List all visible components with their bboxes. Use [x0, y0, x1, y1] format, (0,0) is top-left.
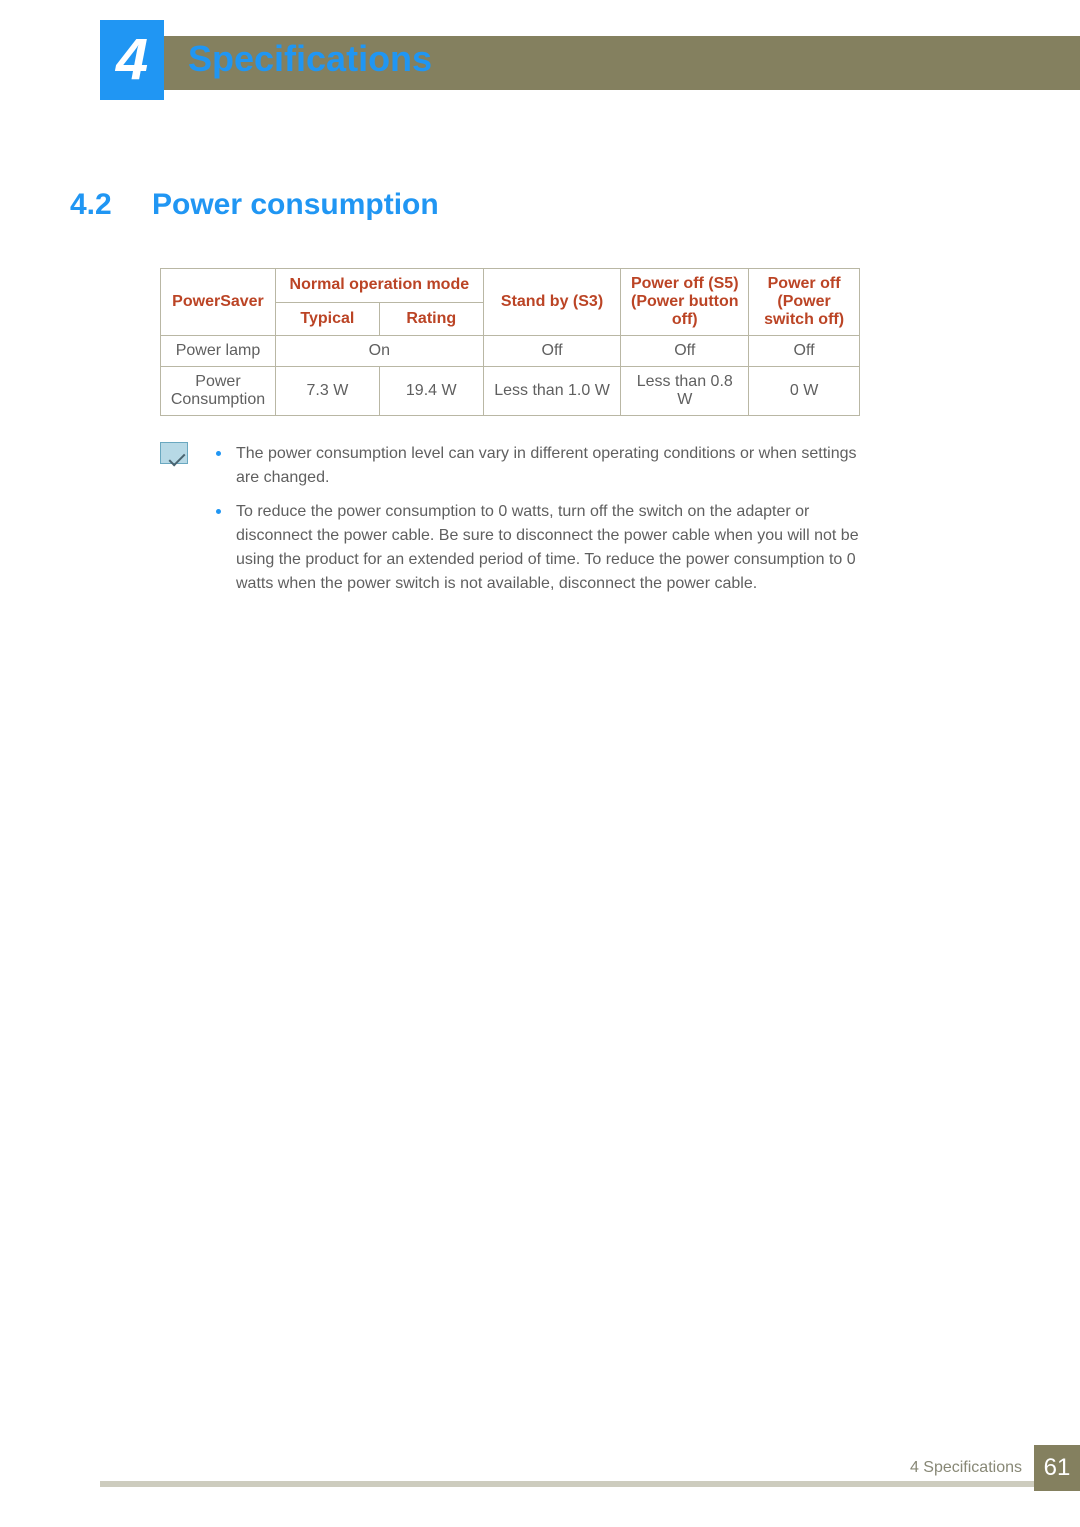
page: 4 Specifications 4.2 Power consumption P… — [0, 0, 1080, 1527]
th-rating: Rating — [379, 302, 483, 336]
cell-normal: On — [275, 336, 483, 367]
note-text: The power consumption level can vary in … — [236, 445, 857, 486]
note-text: To reduce the power consumption to 0 wat… — [236, 503, 859, 592]
th-power-off-sw: Power off (Power switch off) — [749, 269, 860, 336]
bullet-icon — [216, 509, 221, 514]
th-s5-l1: Power off (S5) — [631, 275, 739, 292]
cell-s5: Less than 0.8 W — [621, 367, 749, 416]
bullet-icon — [216, 451, 221, 456]
th-powersaver: PowerSaver — [161, 269, 276, 336]
note-block: The power consumption level can vary in … — [160, 442, 860, 606]
chapter-badge: 4 — [100, 20, 164, 100]
chapter-title: Specifications — [188, 38, 432, 80]
cell-sw: Off — [749, 336, 860, 367]
th-sw-l2: (Power switch off) — [764, 293, 844, 328]
cell-label: Power lamp — [161, 336, 276, 367]
cell-standby: Off — [483, 336, 621, 367]
note-item: The power consumption level can vary in … — [216, 442, 860, 490]
th-standby: Stand by (S3) — [483, 269, 621, 336]
cell-s5: Off — [621, 336, 749, 367]
note-icon — [160, 442, 188, 464]
footer-bar — [100, 1481, 1080, 1487]
table-row: Power lamp On Off Off Off — [161, 336, 860, 367]
th-normal-op: Normal operation mode — [275, 269, 483, 303]
th-s5-l2: (Power button off) — [631, 293, 739, 328]
section-number: 4.2 — [70, 188, 112, 222]
th-typical: Typical — [275, 302, 379, 336]
th-sw-l1: Power off — [768, 275, 841, 292]
footer-text: 4 Specifications — [910, 1459, 1022, 1477]
note-list: The power consumption level can vary in … — [216, 442, 860, 606]
section-title: Power consumption — [152, 188, 439, 222]
cell-typical: 7.3 W — [275, 367, 379, 416]
power-consumption-table: PowerSaver Normal operation mode Stand b… — [160, 268, 860, 416]
cell-sw: 0 W — [749, 367, 860, 416]
cell-rating: 19.4 W — [379, 367, 483, 416]
cell-label: Power Consumption — [161, 367, 276, 416]
table-row: Power Consumption 7.3 W 19.4 W Less than… — [161, 367, 860, 416]
note-item: To reduce the power consumption to 0 wat… — [216, 500, 860, 596]
chapter-number: 4 — [116, 31, 148, 89]
page-number: 61 — [1044, 1454, 1071, 1482]
page-number-box: 61 — [1034, 1445, 1080, 1491]
cell-standby: Less than 1.0 W — [483, 367, 621, 416]
th-power-off-s5: Power off (S5) (Power button off) — [621, 269, 749, 336]
